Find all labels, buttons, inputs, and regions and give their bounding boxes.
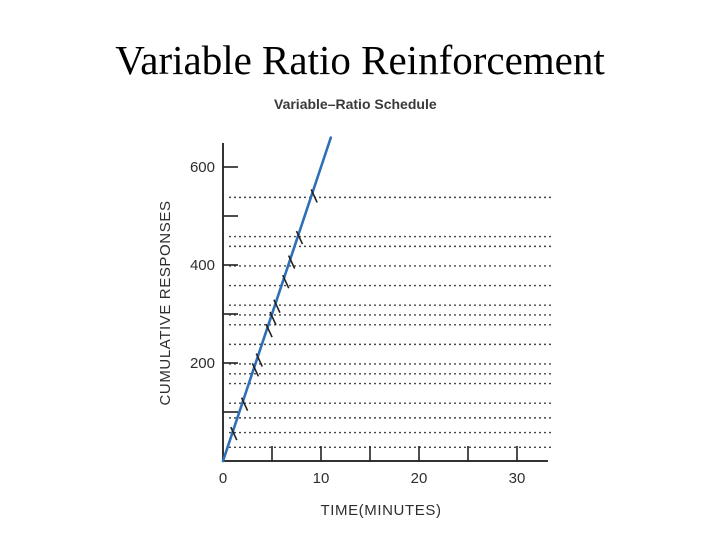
x-tick-label: 30	[509, 470, 526, 487]
ticks: 200 400 600 0 10 20 30	[190, 159, 525, 487]
x-tick-label: 20	[411, 470, 428, 487]
chart-title: Variable–Ratio Schedule	[274, 96, 437, 112]
reinforcement-mark	[240, 397, 249, 411]
reinforcement-mark	[269, 311, 277, 326]
x-tick-label: 0	[219, 470, 227, 487]
series	[221, 136, 333, 463]
grid-lines	[229, 196, 553, 448]
reinforcement-mark	[255, 353, 264, 367]
axes	[222, 143, 548, 462]
slide-title: Variable Ratio Reinforcement	[115, 37, 605, 83]
y-tick-label: 600	[190, 159, 215, 176]
reinforcement-mark	[230, 426, 238, 441]
reinforcement-mark	[265, 323, 273, 338]
reinforcement-mark	[282, 274, 290, 289]
reinforcement-mark	[287, 255, 296, 269]
reinforcement-marks	[230, 189, 318, 441]
reinforcement-mark	[251, 363, 260, 377]
y-axis-label: CUMULATIVE RESPONSES	[157, 200, 174, 405]
cumulative-record-chart: Variable–Ratio Schedule 200 400 600 0 10 20 30…	[157, 96, 553, 519]
reinforcement-mark	[295, 230, 304, 245]
x-axis-label: TIME(MINUTES)	[320, 502, 441, 519]
reinforcement-mark	[310, 189, 318, 203]
cumulative-response-line	[221, 136, 333, 463]
y-tick-label: 400	[190, 257, 215, 274]
y-tick-label: 200	[190, 355, 215, 372]
chart-figure: Variable–Ratio Schedule 200 400 600 0 10 20 30…	[145, 88, 575, 538]
x-tick-label: 10	[313, 470, 330, 487]
reinforcement-mark	[273, 299, 281, 313]
